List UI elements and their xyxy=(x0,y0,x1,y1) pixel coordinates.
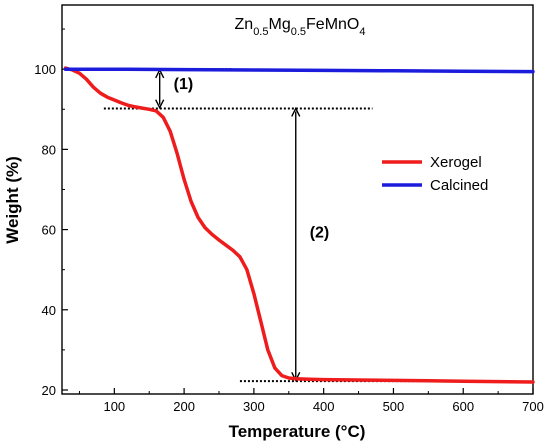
plot-frame xyxy=(61,4,534,395)
arrow-head-bottom xyxy=(155,99,165,110)
x-tick-label: 100 xyxy=(103,399,125,414)
reference-lines xyxy=(65,68,443,383)
series-line-xerogel xyxy=(63,66,535,384)
arrows xyxy=(155,68,301,382)
title-part: 4 xyxy=(359,26,365,38)
y-tick-label: 100 xyxy=(34,62,56,77)
legend-label-xerogel: Xerogel xyxy=(430,154,482,171)
y-tick-label: 80 xyxy=(42,142,56,157)
annotations: (1) (2) xyxy=(174,76,330,241)
x-tick-label: 700 xyxy=(522,399,544,414)
x-tick-label: 500 xyxy=(383,399,405,414)
title-part: Zn xyxy=(235,16,254,33)
series-line-calcined xyxy=(63,67,535,74)
legend-label-calcined: Calcined xyxy=(430,177,488,194)
axis-ticks: 100 200 300 400 500 600 700 20 40 60 80 100 xyxy=(34,28,544,414)
y-tick-label: 60 xyxy=(42,223,56,238)
series-lines xyxy=(63,66,535,384)
x-tick-label: 600 xyxy=(452,399,474,414)
x-tick-label: 300 xyxy=(243,399,265,414)
x-tick-label: 400 xyxy=(313,399,335,414)
y-tick-label: 40 xyxy=(42,303,56,318)
annotation-label: (2) xyxy=(310,225,330,242)
legend: Xerogel Calcined xyxy=(382,154,488,194)
arrow-head-top xyxy=(291,106,301,117)
y-axis-title: Weight (%) xyxy=(3,156,22,244)
y-tick-label: 20 xyxy=(42,383,56,398)
annotation-label: (1) xyxy=(174,76,194,93)
title-part: 0.5 xyxy=(291,26,306,38)
x-axis-title: Temperature (°C) xyxy=(229,422,366,441)
title-part: Mg xyxy=(268,16,290,33)
title-part: FeMnO xyxy=(306,16,359,33)
title-part: 0.5 xyxy=(253,26,268,38)
x-tick-label: 200 xyxy=(173,399,195,414)
chart-title: Zn0.5Mg0.5FeMnO4 xyxy=(235,16,366,38)
